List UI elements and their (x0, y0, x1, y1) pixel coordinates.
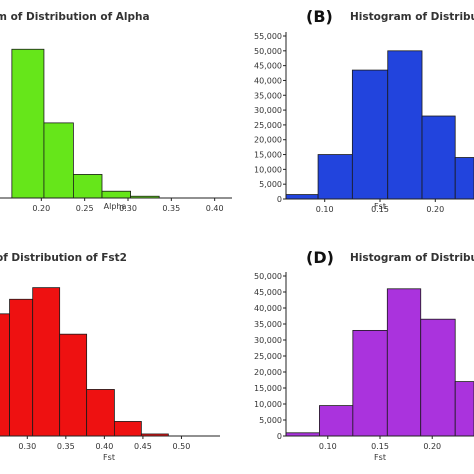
panel-a-x-tick-label: 0.30 (119, 204, 137, 213)
panel-d-x-tick-label: 0.10 (319, 442, 337, 451)
panel-b-bar (421, 115, 456, 200)
panel-b-x-tick-label: 0.20 (426, 205, 444, 214)
panel-b-y-tick-label: 25,000 (254, 121, 282, 130)
panel-a-bar (73, 174, 103, 199)
panel-b-y-tick-label: 20,000 (254, 136, 282, 145)
panel-d-y-tick-label: 15,000 (254, 384, 282, 393)
panel-d-y-tick-label: 20,000 (254, 368, 282, 377)
panel-c-bar (86, 389, 115, 437)
panel-b-y-tick-label: 55,000 (254, 32, 282, 41)
panel-b-title: Histogram of Distributi (350, 11, 474, 23)
panel-c-x-axis-label: Fst (103, 453, 115, 462)
panel-c-x-tick-label: 0.45 (134, 442, 152, 451)
panel-b-x-tick-label: 0.15 (371, 205, 389, 214)
panel-d-x-tick-label: 0.20 (423, 442, 441, 451)
panel-a-title: m of Distribution of Alpha (0, 11, 150, 23)
panel-d-y-tick-label: 10,000 (254, 400, 282, 409)
panel-b-y-tick-label: 0 (277, 195, 282, 204)
panel-c-bar (0, 313, 10, 437)
panel-b: (B) Histogram of Distributi 0.10 0.15 0.20… (254, 7, 474, 214)
panel-a-x-axis-label: Alpha (104, 202, 127, 211)
panel-a-x-tick-label: 0.40 (206, 204, 224, 213)
panel-b-y-tick-label: 45,000 (254, 62, 282, 71)
panel-c-title: of Distribution of Fst2 (0, 252, 127, 264)
panel-d-y-tick-label: 30,000 (254, 336, 282, 345)
panel-a-bars: 0.20 0.25 0.30 0.35 0.40 Alpha (0, 48, 232, 213)
panel-b-x-tick-label: 0.10 (316, 205, 334, 214)
panel-d-bar (386, 288, 422, 437)
panel-b-y-tick-label: 40,000 (254, 76, 282, 85)
panel-d-x-axis-label: Fst (374, 453, 386, 462)
panel-b-y-tick-label: 5,000 (259, 180, 282, 189)
panel-b-bars: 0.10 0.15 0.20 0 5,000 10,000 15,000 20,000 25,0… (254, 32, 474, 214)
panel-c-x-tick-label: 0.40 (95, 442, 113, 451)
panel-b-x-axis-label: Fst (374, 202, 386, 211)
panel-d: (D) Histogram of Distributi 0.10 0.15 0.20… (254, 248, 474, 462)
panel-b-y-tick-label: 35,000 (254, 91, 282, 100)
panel-c: of Distribution of Fst2 0.30 0.35 0.40 0.45… (0, 252, 220, 462)
panel-d-y-tick-label: 45,000 (254, 288, 282, 297)
panel-b-label: (B) (306, 7, 333, 26)
panel-a-x-tick-label: 0.20 (32, 204, 50, 213)
panel-d-y-tick-label: 0 (277, 432, 282, 441)
panel-d-y-tick-label: 25,000 (254, 352, 282, 361)
panel-b-y-tick-label: 10,000 (254, 165, 282, 174)
panel-b-bar (285, 194, 319, 200)
panel-b-bar (387, 50, 423, 200)
panel-b-bar (454, 157, 474, 200)
panel-d-y-tick-label: 50,000 (254, 272, 282, 281)
panel-c-bar (113, 421, 142, 437)
panel-d-y-tick-label: 5,000 (259, 416, 282, 425)
panel-d-bar (319, 405, 354, 437)
panel-a-bar (43, 122, 74, 199)
panel-a: m of Distribution of Alpha 0.20 0.25 0.30 0… (0, 11, 232, 213)
panel-b-y-tick-label: 30,000 (254, 106, 282, 115)
panel-d-y-tick-label: 40,000 (254, 304, 282, 313)
panel-b-y-tick-label: 50,000 (254, 47, 282, 56)
panel-d-y-tick-label: 35,000 (254, 320, 282, 329)
panel-d-x-tick-label: 0.15 (371, 442, 389, 451)
panel-a-x-tick-label: 0.35 (162, 204, 180, 213)
panel-c-x-tick-label: 0.30 (18, 442, 36, 451)
panel-d-title: Histogram of Distributi (350, 252, 474, 264)
panel-d-label: (D) (306, 248, 334, 267)
panel-c-bar (9, 298, 34, 437)
panel-d-bar (420, 318, 456, 437)
panel-d-bar (454, 381, 474, 437)
panel-b-bar (317, 154, 353, 200)
panel-b-y-tick-label: 15,000 (254, 151, 282, 160)
panel-a-bar (101, 190, 132, 199)
panel-d-bar (352, 329, 388, 437)
panel-b-bar (351, 69, 389, 200)
panel-c-bar (59, 333, 88, 437)
panel-c-bars: 0.30 0.35 0.40 0.45 0.50 Fst (0, 287, 220, 462)
panel-c-bar (32, 287, 61, 437)
panel-c-x-tick-label: 0.50 (173, 442, 191, 451)
panel-c-x-tick-label: 0.35 (57, 442, 75, 451)
panel-d-bars: 0.10 0.15 0.20 0 5,000 10,000 15,000 20,000 25,0… (254, 272, 474, 462)
panel-a-x-tick-label: 0.25 (76, 204, 94, 213)
panel-a-bar (11, 48, 45, 199)
